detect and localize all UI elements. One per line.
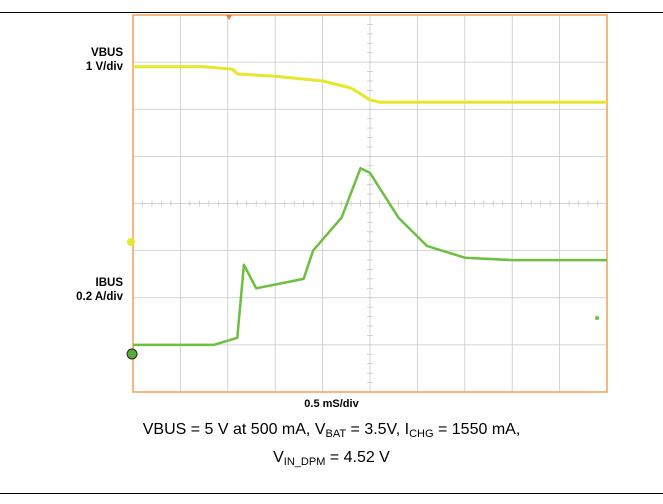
trigger-position-marker	[226, 15, 232, 20]
caption-text: = 3.5V, I	[346, 421, 410, 438]
caption-text: VBUS = 5 V at 500 mA, V	[142, 421, 326, 438]
ch2-ground-marker	[126, 348, 138, 360]
ibus-channel-label: IBUS 0.2 A/div	[76, 276, 123, 304]
plot-frame	[132, 14, 608, 393]
caption-text: = 4.52 V	[325, 449, 390, 466]
caption-subscript: IN_DPM	[283, 456, 326, 468]
ch1-ground-marker	[127, 238, 135, 246]
vbus-channel-label: VBUS 1 V/div	[86, 46, 123, 74]
caption-subscript: BAT	[325, 428, 347, 440]
vbus-label: VBUS	[91, 47, 123, 59]
vbus-trace	[133, 65, 607, 104]
caption-subscript: CHG	[409, 428, 434, 440]
top-rule	[0, 12, 663, 13]
caption-text: = 1550 mA,	[433, 421, 521, 438]
vbus-scale: 1 V/div	[85, 61, 123, 73]
ch2-level-marker	[595, 316, 599, 320]
bottom-rule	[0, 493, 663, 494]
ibus-scale: 0.2 A/div	[76, 291, 123, 303]
caption-text: V	[273, 449, 284, 466]
graticule	[132, 14, 608, 393]
ibus-label: IBUS	[95, 277, 123, 289]
caption-line-1: VBUS = 5 V at 500 mA, VBAT = 3.5V, ICHG …	[0, 420, 663, 440]
caption-line-2: VIN_DPM = 4.52 V	[0, 448, 663, 468]
timebase-label: 0.5 mS/div	[304, 398, 359, 410]
ibus-trace	[133, 166, 607, 347]
